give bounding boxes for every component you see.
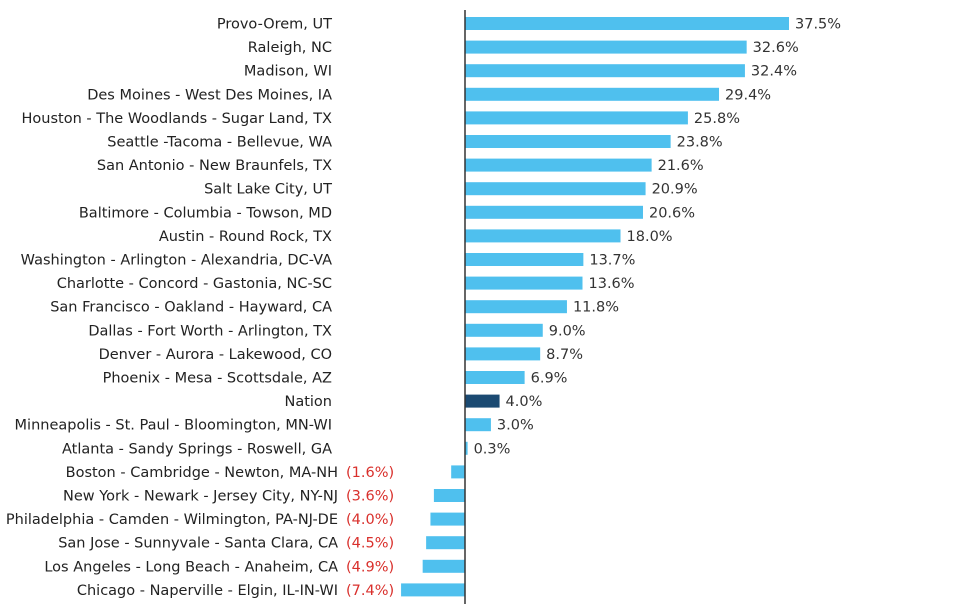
category-label-des-moines-west-des-moines-ia: Des Moines - West Des Moines, IA [87, 87, 332, 103]
value-label-phoenix-mesa-scottsdale-az: 6.9% [531, 371, 568, 387]
bar-san-jose-sunnyvale-santa-clara-ca [426, 536, 465, 550]
category-label-san-jose-sunnyvale-santa-clara-ca: San Jose - Sunnyvale - Santa Clara, CA [58, 536, 338, 552]
value-labels-group: 37.5% 32.6% 32.4% 29.4% 25.8% 23.8% 21.6% 20.9%… [346, 17, 841, 599]
bar-minneapolis-st-paul-bloomington-mn-wi [465, 418, 491, 432]
category-label-charlotte-concord-gastonia-nc-sc: Charlotte - Concord - Gastonia, NC-SC [57, 276, 332, 292]
value-label-atlanta-sandy-springs-roswell-ga: 0.3% [474, 441, 511, 457]
bar-atlanta-sandy-springs-roswell-ga [465, 441, 468, 455]
category-label-washington-arlington-alexandria-dc-va: Washington - Arlington - Alexandria, DC-… [21, 253, 332, 269]
value-label-boston-cambridge-newton-ma-nh: (1.6%) [346, 465, 394, 481]
bar-seattle-tacoma-bellevue-wa [465, 135, 671, 148]
category-label-houston-the-woodlands-sugar-land-tx: Houston - The Woodlands - Sugar Land, TX [22, 111, 333, 127]
bar-salt-lake-city-ut [465, 182, 646, 196]
bar-los-angeles-long-beach-anaheim-ca [422, 559, 465, 573]
category-label-denver-aurora-lakewood-co: Denver - Aurora - Lakewood, CO [99, 347, 332, 363]
bar-boston-cambridge-newton-ma-nh [451, 465, 465, 479]
bar-baltimore-columbia-towson-md [465, 205, 643, 219]
category-label-baltimore-columbia-towson-md: Baltimore - Columbia - Towson, MD [79, 205, 332, 221]
value-label-raleigh-nc: 32.6% [753, 40, 799, 56]
category-label-madison-wi: Madison, WI [244, 64, 332, 80]
bars-group [401, 17, 789, 597]
value-label-chicago-naperville-elgin-il-in-wi: (7.4%) [346, 583, 394, 599]
category-label-philadelphia-camden-wilmington-pa-nj-de: Philadelphia - Camden - Wilmington, PA-N… [6, 512, 338, 528]
value-label-washington-arlington-alexandria-dc-va: 13.7% [589, 253, 635, 269]
bar-raleigh-nc [465, 40, 747, 54]
bar-san-francisco-oakland-hayward-ca [465, 300, 567, 314]
value-label-new-york-newark-jersey-city-ny-nj: (3.6%) [346, 489, 394, 505]
category-labels-group: Provo-Orem, UT Raleigh, NC Madison, WI Des … [6, 17, 338, 599]
value-label-nation: 4.0% [506, 394, 543, 410]
value-label-madison-wi: 32.4% [751, 64, 797, 80]
bar-san-antonio-new-braunfels-tx [465, 158, 652, 172]
category-label-boston-cambridge-newton-ma-nh: Boston - Cambridge - Newton, MA-NH [66, 465, 338, 481]
bar-austin-round-rock-tx [465, 229, 621, 243]
category-label-atlanta-sandy-springs-roswell-ga: Atlanta - Sandy Springs - Roswell, GA [62, 441, 332, 457]
value-label-salt-lake-city-ut: 20.9% [652, 182, 698, 198]
category-label-raleigh-nc: Raleigh, NC [248, 40, 332, 56]
bar-houston-the-woodlands-sugar-land-tx [465, 111, 688, 125]
bar-chicago-naperville-elgin-il-in-wi [401, 583, 465, 597]
bar-des-moines-west-des-moines-ia [465, 87, 720, 101]
value-label-austin-round-rock-tx: 18.0% [627, 229, 673, 245]
value-label-san-antonio-new-braunfels-tx: 21.6% [658, 158, 704, 174]
category-label-chicago-naperville-elgin-il-in-wi: Chicago - Naperville - Elgin, IL-IN-WI [77, 583, 338, 599]
bar-philadelphia-camden-wilmington-pa-nj-de [430, 512, 465, 526]
value-label-des-moines-west-des-moines-ia: 29.4% [725, 87, 771, 103]
value-label-seattle-tacoma-bellevue-wa: 23.8% [677, 135, 723, 151]
category-label-los-angeles-long-beach-anaheim-ca: Los Angeles - Long Beach - Anaheim, CA [44, 559, 338, 575]
bar-new-york-newark-jersey-city-ny-nj [433, 489, 465, 502]
bar-provo-orem-ut [465, 17, 789, 30]
value-label-san-francisco-oakland-hayward-ca: 11.8% [573, 300, 619, 316]
value-label-san-jose-sunnyvale-santa-clara-ca: (4.5%) [346, 536, 394, 552]
value-label-houston-the-woodlands-sugar-land-tx: 25.8% [694, 111, 740, 127]
category-label-new-york-newark-jersey-city-ny-nj: New York - Newark - Jersey City, NY-NJ [63, 489, 338, 505]
category-label-salt-lake-city-ut: Salt Lake City, UT [204, 182, 332, 198]
bar-charlotte-concord-gastonia-nc-sc [465, 276, 583, 290]
category-label-phoenix-mesa-scottsdale-az: Phoenix - Mesa - Scottsdale, AZ [103, 371, 332, 387]
category-label-nation: Nation [284, 394, 332, 410]
category-label-san-antonio-new-braunfels-tx: San Antonio - New Braunfels, TX [97, 158, 332, 174]
bar-dallas-fort-worth-arlington-tx [465, 323, 543, 337]
category-label-san-francisco-oakland-hayward-ca: San Francisco - Oakland - Hayward, CA [50, 300, 332, 316]
bar-denver-aurora-lakewood-co [465, 347, 541, 361]
bar-washington-arlington-alexandria-dc-va [465, 253, 584, 266]
value-label-los-angeles-long-beach-anaheim-ca: (4.9%) [346, 559, 394, 575]
category-label-minneapolis-st-paul-bloomington-mn-wi: Minneapolis - St. Paul - Bloomington, MN… [15, 418, 332, 434]
bar-madison-wi [465, 64, 745, 78]
value-label-provo-orem-ut: 37.5% [795, 17, 841, 33]
value-label-baltimore-columbia-towson-md: 20.6% [649, 205, 695, 221]
value-label-dallas-fort-worth-arlington-tx: 9.0% [549, 323, 586, 339]
category-label-seattle-tacoma-bellevue-wa: Seattle -Tacoma - Bellevue, WA [107, 135, 332, 151]
value-label-minneapolis-st-paul-bloomington-mn-wi: 3.0% [497, 418, 534, 434]
category-label-dallas-fort-worth-arlington-tx: Dallas - Fort Worth - Arlington, TX [88, 323, 332, 339]
bar-nation [465, 394, 500, 408]
bar-phoenix-mesa-scottsdale-az [465, 371, 525, 384]
category-label-austin-round-rock-tx: Austin - Round Rock, TX [159, 229, 332, 245]
value-label-charlotte-concord-gastonia-nc-sc: 13.6% [589, 276, 635, 292]
value-label-philadelphia-camden-wilmington-pa-nj-de: (4.0%) [346, 512, 394, 528]
value-label-denver-aurora-lakewood-co: 8.7% [546, 347, 583, 363]
category-label-provo-orem-ut: Provo-Orem, UT [217, 17, 332, 33]
